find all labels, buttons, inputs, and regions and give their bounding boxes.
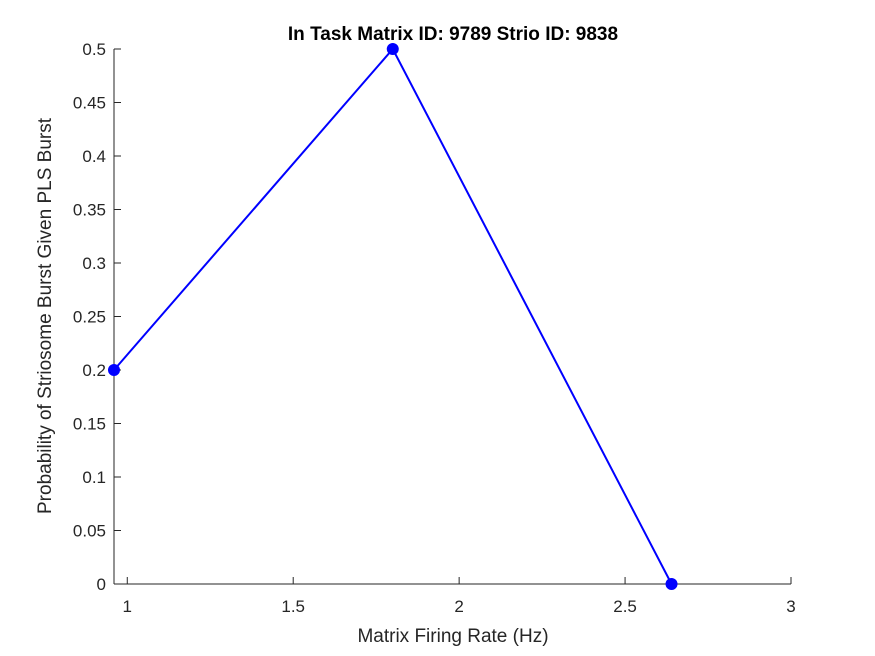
y-tick-label: 0.3 — [82, 254, 106, 273]
x-axis-ticks: 1 1.5 2 2.5 3 — [123, 577, 796, 616]
x-tick-label: 1 — [123, 597, 132, 616]
y-tick-label: 0.1 — [82, 468, 106, 487]
chart-title: In Task Matrix ID: 9789 Strio ID: 9838 — [288, 24, 618, 45]
x-tick-label: 2.5 — [613, 597, 637, 616]
y-tick-label: 0.35 — [73, 201, 106, 220]
y-tick-label: 0 — [97, 575, 106, 594]
y-axis-title: Probability of Striosome Burst Given PLS… — [35, 117, 56, 514]
y-tick-label: 0.45 — [73, 94, 106, 113]
y-tick-label: 0.5 — [82, 40, 106, 59]
y-tick-label: 0.15 — [73, 415, 106, 434]
x-tick-label: 1.5 — [281, 597, 305, 616]
y-tick-label: 0.4 — [82, 147, 106, 166]
y-tick-label: 0.25 — [73, 308, 106, 327]
data-point — [665, 578, 678, 590]
data-point — [108, 364, 120, 376]
x-tick-label: 3 — [786, 597, 795, 616]
x-axis-title: Matrix Firing Rate (Hz) — [357, 626, 548, 647]
y-tick-label: 0.2 — [82, 361, 106, 380]
y-tick-label: 0.05 — [73, 522, 106, 541]
series-layer — [108, 43, 678, 590]
y-axis-ticks: 0 0.05 0.1 0.15 0.2 0.25 0.3 0.35 0.4 0.45 0.5 — [73, 40, 121, 594]
plot-area: 1 1.5 2 2.5 3 00.050.10.150.20.250.30.350.40… — [73, 40, 796, 616]
x-tick-label: 2 — [454, 597, 463, 616]
series-line — [113, 47, 673, 585]
data-point — [386, 43, 399, 55]
